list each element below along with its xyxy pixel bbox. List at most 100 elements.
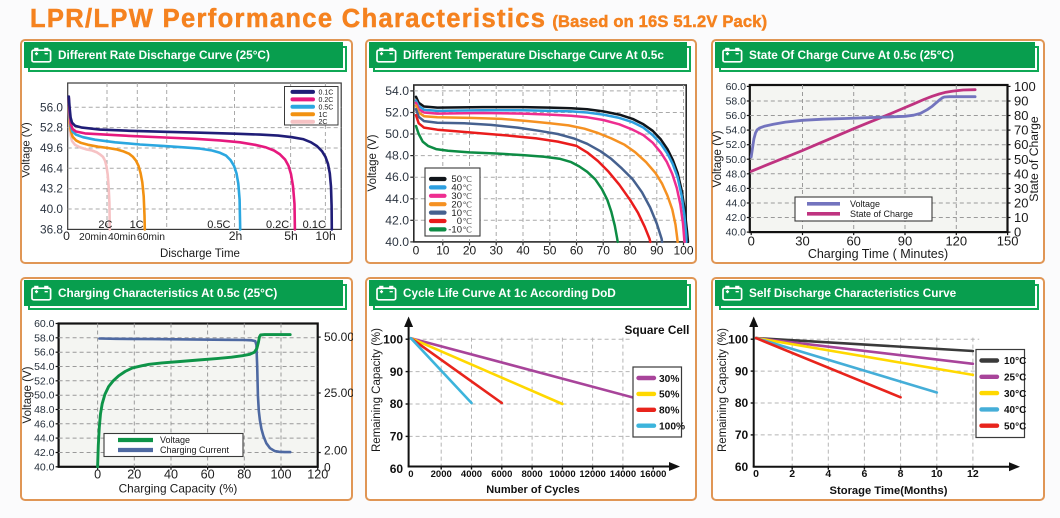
svg-text:46.0: 46.0 [34,418,55,430]
svg-text:80: 80 [390,397,404,411]
svg-text:40.0: 40.0 [385,235,409,249]
svg-text:Voltage (V): Voltage (V) [367,134,379,191]
svg-text:54.0: 54.0 [34,361,55,373]
svg-text:40: 40 [516,244,530,258]
svg-text:Charging Current: Charging Current [160,445,230,455]
svg-text:58.0: 58.0 [34,332,55,344]
svg-text:90: 90 [650,244,664,258]
svg-text:0.1C: 0.1C [303,219,326,231]
svg-text:70: 70 [390,430,404,444]
svg-text:100: 100 [728,332,748,346]
svg-text:0.1C: 0.1C [319,89,334,96]
svg-text:Voltage (V): Voltage (V) [21,122,33,178]
svg-text:40: 40 [1014,166,1028,181]
svg-text:60: 60 [390,462,404,476]
svg-text:44.0: 44.0 [34,433,55,445]
svg-text:0: 0 [753,468,759,480]
svg-text:℃: ℃ [463,208,473,218]
svg-text:Charging Time ( Minutes): Charging Time ( Minutes) [808,247,948,261]
svg-text:30°C: 30°C [1004,389,1026,400]
svg-text:40: 40 [451,183,462,194]
svg-text:100: 100 [270,468,291,482]
svg-text:60: 60 [201,468,215,482]
svg-text:50.00: 50.00 [324,330,353,344]
svg-text:10000: 10000 [549,469,575,480]
svg-text:4: 4 [825,468,831,480]
svg-text:36.8: 36.8 [40,222,63,236]
svg-text:50.0: 50.0 [34,390,55,402]
svg-text:60: 60 [570,244,584,258]
svg-text:48.0: 48.0 [385,149,409,163]
svg-text:40.0: 40.0 [726,227,747,239]
svg-text:56.0: 56.0 [34,347,55,359]
svg-text:10: 10 [1014,210,1028,225]
svg-text:100: 100 [383,332,403,346]
svg-text:2: 2 [789,468,795,480]
svg-text:6: 6 [861,468,867,480]
svg-text:2C: 2C [98,219,112,231]
svg-text:42.0: 42.0 [34,447,55,459]
svg-text:0: 0 [408,469,413,480]
svg-text:48.0: 48.0 [34,404,55,416]
svg-text:20: 20 [463,244,477,258]
svg-text:℃: ℃ [463,183,473,193]
svg-text:30%: 30% [659,374,679,385]
svg-text:60: 60 [846,234,860,249]
svg-text:100: 100 [1014,79,1036,94]
svg-text:℃: ℃ [463,174,473,184]
svg-text:State of Charge: State of Charge [850,209,913,219]
svg-text:8000: 8000 [522,469,543,480]
svg-text:10°C: 10°C [1004,356,1026,367]
svg-text:℃: ℃ [463,216,473,226]
svg-text:52.0: 52.0 [385,106,409,120]
svg-text:42.0: 42.0 [385,213,409,227]
svg-text:90: 90 [1014,94,1028,109]
svg-text:120: 120 [307,468,328,482]
svg-text:0: 0 [1014,225,1021,240]
svg-text:80: 80 [623,244,637,258]
svg-text:Square Cell: Square Cell [625,323,690,337]
svg-text:12: 12 [967,468,979,480]
svg-text:46.4: 46.4 [40,161,63,175]
svg-text:6000: 6000 [491,469,512,480]
svg-text:20: 20 [127,468,141,482]
svg-text:0: 0 [94,468,101,482]
svg-text:State of Charge: State of Charge [1027,116,1041,202]
svg-text:2h: 2h [229,229,243,243]
svg-text:14000: 14000 [610,469,636,480]
svg-text:Discharge Time: Discharge Time [160,248,240,260]
svg-text:0.5C: 0.5C [207,219,230,231]
svg-text:50°C: 50°C [1004,421,1026,432]
svg-text:℃: ℃ [463,191,473,201]
svg-text:30: 30 [490,244,504,258]
svg-text:20: 20 [451,199,462,210]
svg-text:80: 80 [237,468,251,482]
svg-text:70: 70 [597,244,611,258]
svg-text:0: 0 [63,229,70,243]
svg-text:0: 0 [413,244,420,258]
svg-text:49.6: 49.6 [40,141,63,155]
svg-text:0.5C: 0.5C [319,104,334,111]
svg-text:30: 30 [1014,181,1028,196]
svg-text:2000: 2000 [431,469,452,480]
svg-text:46.0: 46.0 [385,170,409,184]
svg-text:48.0: 48.0 [726,168,747,180]
svg-text:0.2C: 0.2C [266,219,289,231]
svg-text:120: 120 [945,234,967,249]
svg-text:54.0: 54.0 [726,125,747,137]
svg-text:10: 10 [931,468,943,480]
svg-text:60min: 60min [137,232,165,243]
svg-text:0: 0 [324,460,331,474]
svg-text:Remaining Capacity (%): Remaining Capacity (%) [717,328,729,452]
svg-text:58.0: 58.0 [726,96,747,108]
svg-text:60: 60 [735,460,749,474]
svg-text:40.0: 40.0 [40,202,63,216]
svg-text:1C: 1C [319,112,328,119]
svg-text:44.0: 44.0 [385,192,409,206]
svg-text:30: 30 [795,234,809,249]
svg-text:46.0: 46.0 [726,183,747,195]
svg-text:52.0: 52.0 [34,375,55,387]
svg-text:10: 10 [436,244,450,258]
svg-text:℃: ℃ [463,199,473,209]
svg-text:Remaining Capacity (%): Remaining Capacity (%) [371,328,383,452]
